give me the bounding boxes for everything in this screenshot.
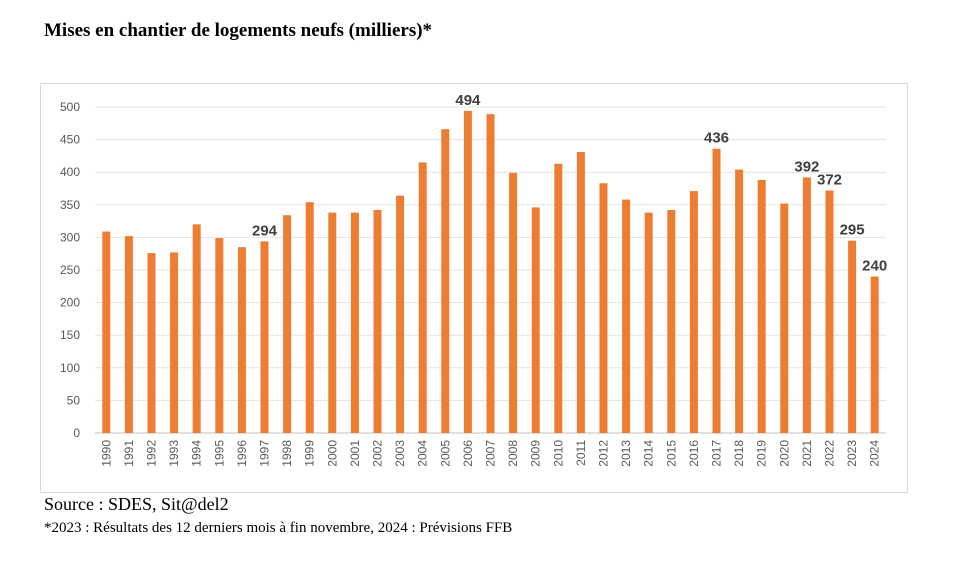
- bar: [531, 207, 540, 433]
- x-tick-label: 2020: [777, 440, 791, 467]
- bar: [215, 238, 224, 433]
- bar: [418, 162, 427, 434]
- bar: [147, 253, 156, 433]
- bar: [305, 202, 314, 433]
- x-tick-label: 2017: [710, 440, 724, 467]
- y-tick-label: 50: [67, 393, 81, 407]
- x-tick-label: 2010: [551, 440, 565, 467]
- x-tick-label: 1996: [235, 440, 249, 467]
- y-tick-label: 500: [60, 100, 80, 114]
- x-tick-label: 2001: [348, 440, 362, 467]
- bar: [689, 191, 698, 433]
- x-tick-label: 2016: [687, 440, 701, 467]
- y-tick-label: 450: [60, 133, 80, 147]
- y-tick-label: 100: [60, 361, 80, 375]
- x-tick-label: 2006: [461, 440, 475, 467]
- bar: [644, 212, 653, 433]
- x-tick-label: 2021: [800, 440, 814, 467]
- x-tick-label: 2008: [506, 440, 520, 467]
- x-axis-tick-labels: 1990 1991 1992 1993 1994 1995 1996 1997 1998 1999…: [99, 440, 881, 467]
- bar: [576, 151, 585, 433]
- data-label: 240: [862, 258, 887, 275]
- source-note: Source : SDES, Sit@del2: [44, 494, 229, 514]
- data-label: 392: [794, 158, 819, 175]
- y-tick-label: 300: [60, 230, 80, 244]
- x-tick-label: 2012: [597, 440, 611, 467]
- bar: [463, 110, 472, 434]
- x-tick-label: 2002: [371, 440, 385, 467]
- x-tick-label: 1993: [167, 440, 181, 467]
- bar: [486, 114, 495, 433]
- x-tick-label: 2007: [484, 440, 498, 467]
- y-axis-tick-labels: 0 50 100 150 200 250 300 350 400 450 500: [60, 100, 80, 440]
- x-tick-label: 2005: [438, 440, 452, 467]
- bar: [735, 169, 744, 434]
- bar: [622, 199, 631, 433]
- x-tick-label: 2014: [642, 440, 656, 467]
- x-tick-label: 2018: [732, 440, 746, 467]
- bar: [441, 129, 450, 433]
- x-tick-label: 2004: [416, 440, 430, 467]
- x-tick-label: 1997: [258, 440, 272, 467]
- bar: [848, 240, 857, 433]
- bar: [780, 203, 789, 433]
- x-tick-label: 2023: [845, 440, 859, 467]
- data-label: 494: [455, 92, 481, 109]
- bar: [870, 276, 879, 433]
- y-tick-label: 350: [60, 198, 80, 212]
- bar: [350, 212, 359, 433]
- bar: [802, 177, 811, 433]
- y-tick-label: 400: [60, 165, 80, 179]
- bar: [825, 190, 834, 433]
- y-tick-label: 0: [73, 426, 80, 440]
- x-tick-label: 2009: [529, 440, 543, 467]
- bar: [260, 241, 269, 433]
- bar: [373, 210, 382, 433]
- bar: [192, 224, 201, 433]
- bar: [509, 172, 518, 434]
- bar: [170, 252, 179, 433]
- x-tick-label: 1992: [145, 440, 159, 467]
- bar: [328, 212, 337, 433]
- x-tick-label: 2019: [755, 440, 769, 467]
- x-tick-label: 1999: [303, 440, 317, 467]
- bar: [712, 148, 721, 433]
- x-tick-label: 2000: [325, 440, 339, 467]
- bar: [283, 215, 292, 433]
- x-tick-label: 1995: [212, 440, 226, 467]
- x-tick-label: 2003: [393, 440, 407, 467]
- page-title: Mises en chantier de logements neufs (mi…: [44, 20, 433, 41]
- x-tick-label: 2024: [868, 440, 882, 467]
- data-label: 294: [252, 222, 278, 239]
- data-label: 372: [817, 171, 842, 188]
- bar: [102, 231, 111, 433]
- x-tick-label: 1994: [190, 440, 204, 467]
- bar: [124, 236, 133, 433]
- x-tick-label: 2013: [619, 440, 633, 467]
- bar: [554, 163, 563, 433]
- data-label: 295: [840, 222, 865, 239]
- x-tick-label: 1998: [280, 440, 294, 467]
- x-tick-label: 2011: [574, 440, 588, 466]
- bar: [757, 180, 766, 433]
- footnote: *2023 : Résultats des 12 derniers mois à…: [44, 520, 513, 536]
- bar: [396, 195, 405, 433]
- y-tick-label: 200: [60, 296, 80, 310]
- y-tick-label: 250: [60, 263, 80, 277]
- y-tick-label: 150: [60, 328, 80, 342]
- bars: [102, 110, 879, 434]
- bar: [237, 247, 246, 433]
- data-label: 436: [704, 130, 729, 147]
- bar: [599, 183, 608, 433]
- x-tick-label: 1991: [122, 440, 136, 467]
- x-tick-label: 2015: [664, 440, 678, 467]
- bar: [667, 210, 676, 433]
- x-tick-label: 2022: [823, 440, 837, 467]
- x-tick-label: 1990: [99, 440, 113, 467]
